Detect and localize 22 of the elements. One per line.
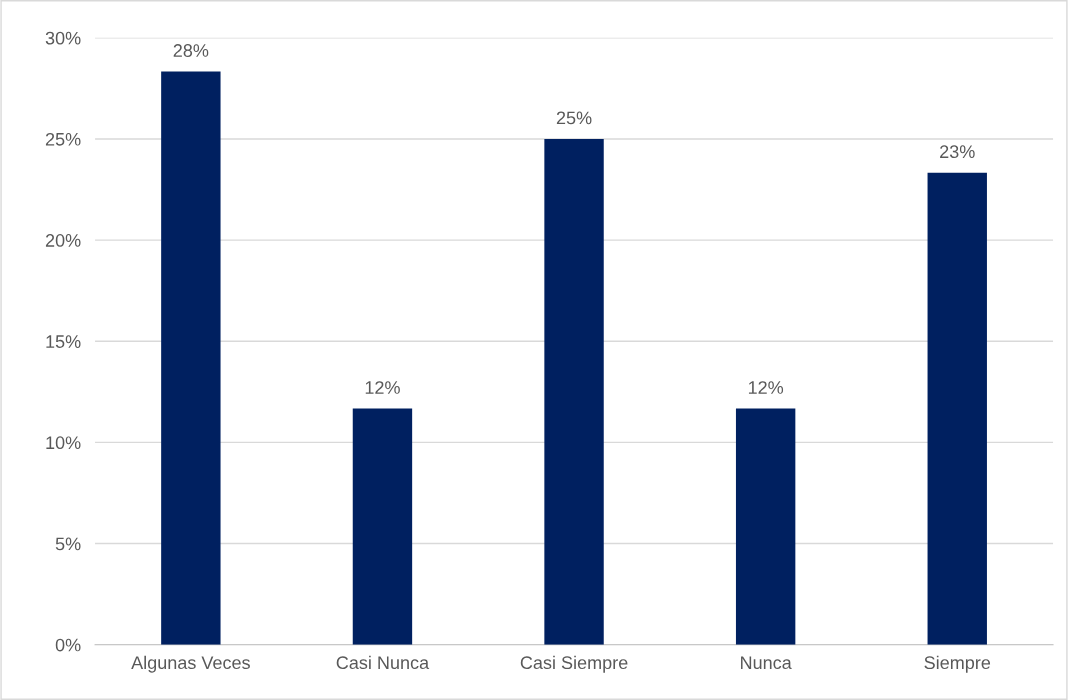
bar	[927, 172, 987, 645]
bar	[544, 138, 604, 645]
x-tick-label: Casi Nunca	[336, 655, 430, 670]
y-tick-label: 30%	[45, 31, 81, 45]
bar	[161, 71, 221, 645]
bar	[735, 408, 796, 645]
y-tick-label: 20%	[45, 234, 81, 247]
y-tick-label: 15%	[46, 335, 81, 348]
x-tick-label: Nunca	[741, 656, 792, 670]
x-tick-label: Siempre	[924, 655, 991, 673]
data-label: 12%	[748, 381, 784, 394]
y-tick-label: 0%	[55, 638, 81, 652]
y-tick-label: 5%	[55, 537, 81, 551]
x-tick-label: Algunas Veces	[131, 655, 250, 673]
data-label: 23%	[940, 145, 975, 159]
data-label: 25%	[556, 111, 592, 125]
y-tick-label: 10%	[46, 436, 81, 450]
data-label: 12%	[365, 381, 400, 394]
data-label: 28%	[173, 44, 209, 57]
bar	[352, 408, 413, 645]
x-tick-label: Casi Siempre	[520, 655, 628, 673]
y-tick-label: 25%	[45, 132, 81, 146]
